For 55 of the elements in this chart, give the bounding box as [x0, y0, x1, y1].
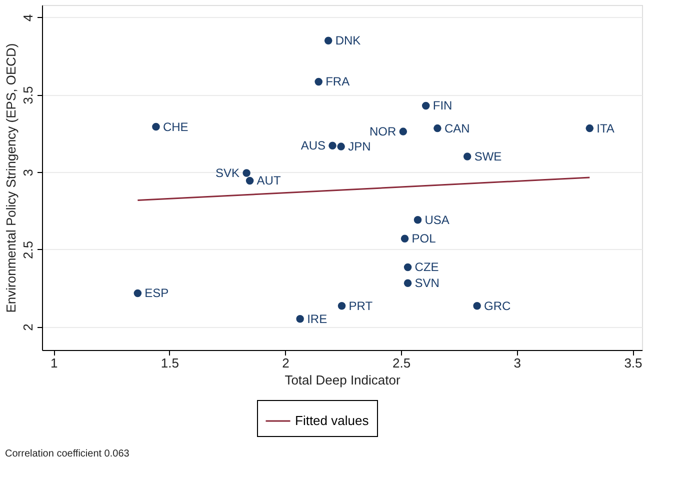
y-tick-label: 3.5 — [20, 86, 36, 104]
y-tick-label: 2.5 — [20, 240, 36, 259]
annotation: CZE — [414, 260, 439, 274]
annotation: USA — [424, 212, 450, 227]
annotation: AUT — [256, 174, 282, 188]
point — [434, 124, 442, 132]
annotation: SVK — [216, 166, 240, 180]
point — [242, 169, 250, 177]
x-tick-label: 2 — [282, 356, 290, 370]
y-axis-title: Environmental Policy Stringency (EPS, OECD) — [4, 43, 18, 313]
point — [338, 302, 346, 310]
point — [404, 279, 412, 288]
x-tick-label: 2.5 — [392, 356, 411, 370]
annotation: GRC — [484, 298, 512, 313]
annotation: JPN — [348, 140, 371, 154]
x-tick-label: 1 — [50, 356, 58, 370]
annotation: POL — [412, 232, 436, 246]
y-tick-label: 2 — [20, 324, 36, 331]
y-tick-label: 3 — [20, 168, 36, 176]
point — [246, 176, 254, 185]
annotation: NOR — [369, 124, 396, 139]
annotation: SWE — [474, 149, 502, 164]
point — [473, 302, 481, 310]
annotation: DNK — [335, 34, 361, 48]
point — [586, 124, 594, 132]
point — [404, 263, 412, 272]
y-tick-label: 4 — [20, 14, 36, 22]
point — [328, 142, 336, 150]
annotation: FRA — [326, 74, 350, 89]
annotation: SVN — [414, 276, 440, 290]
x-axis-title: Total Deep Indicator — [284, 372, 401, 388]
point — [463, 152, 472, 160]
x-tick-label: 3.5 — [624, 356, 642, 370]
point — [400, 234, 409, 242]
annotation: CHE — [162, 120, 188, 134]
legend-label: Fitted values — [295, 413, 370, 428]
x-tick-label: 1.5 — [160, 356, 179, 370]
annotation: PRT — [348, 298, 374, 313]
annotation: ESP — [144, 286, 169, 300]
point — [296, 315, 304, 323]
point — [399, 128, 408, 136]
point — [324, 36, 332, 44]
point — [422, 102, 430, 110]
point — [314, 78, 322, 86]
annotation: ITA — [596, 121, 614, 136]
annotation: CAN — [444, 121, 470, 136]
annotation: IRE — [307, 312, 328, 326]
text: Correlation coefficient 0.063 — [5, 448, 130, 460]
annotation: FIN — [432, 98, 452, 113]
point — [414, 216, 422, 224]
annotation: AUS — [300, 138, 326, 153]
point — [152, 122, 160, 131]
x-tick-label: 3 — [514, 356, 522, 370]
point — [337, 142, 345, 150]
point — [134, 289, 142, 298]
